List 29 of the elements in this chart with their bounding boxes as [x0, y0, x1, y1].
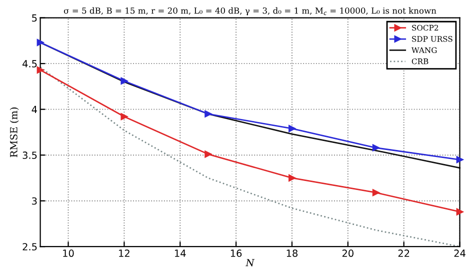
y-tick-label: 3 — [32, 197, 37, 205]
y-tick-label: 4.5 — [22, 60, 37, 68]
x-tick-label: 20 — [342, 250, 354, 257]
point — [120, 77, 128, 84]
x-axis-title: N — [246, 259, 255, 266]
y-tick-label: 5 — [32, 14, 37, 22]
point — [120, 113, 128, 120]
y-tick-label: 2.5 — [22, 243, 37, 250]
y-axis-title: RMSE (m) — [10, 108, 19, 158]
x-tick-label: 12 — [119, 250, 130, 257]
x-tick-label: 22 — [398, 250, 410, 257]
point — [372, 189, 380, 196]
x-tick-label: 16 — [230, 250, 242, 257]
point — [456, 156, 464, 164]
x-tick-label: 10 — [63, 250, 74, 257]
point — [456, 208, 464, 216]
y-tick-label: 4 — [32, 106, 37, 114]
x-tick-label: 24 — [454, 250, 466, 257]
point — [288, 125, 296, 132]
point — [372, 144, 380, 152]
chart-title: σ = 5 dB, B = 15 m, r = 20 m, L₀ = 40 dB, γ = 3, d₀ = 1 m, M$_{c}$ = 10000, L₀ is not known — [64, 7, 436, 16]
y-tick-label: 3.5 — [22, 152, 37, 159]
x-tick-label: 14 — [175, 250, 186, 257]
point — [204, 150, 212, 158]
point — [36, 66, 44, 74]
point — [204, 110, 212, 118]
point — [36, 39, 44, 46]
point — [288, 174, 296, 182]
x-tick-label: 18 — [286, 250, 298, 257]
